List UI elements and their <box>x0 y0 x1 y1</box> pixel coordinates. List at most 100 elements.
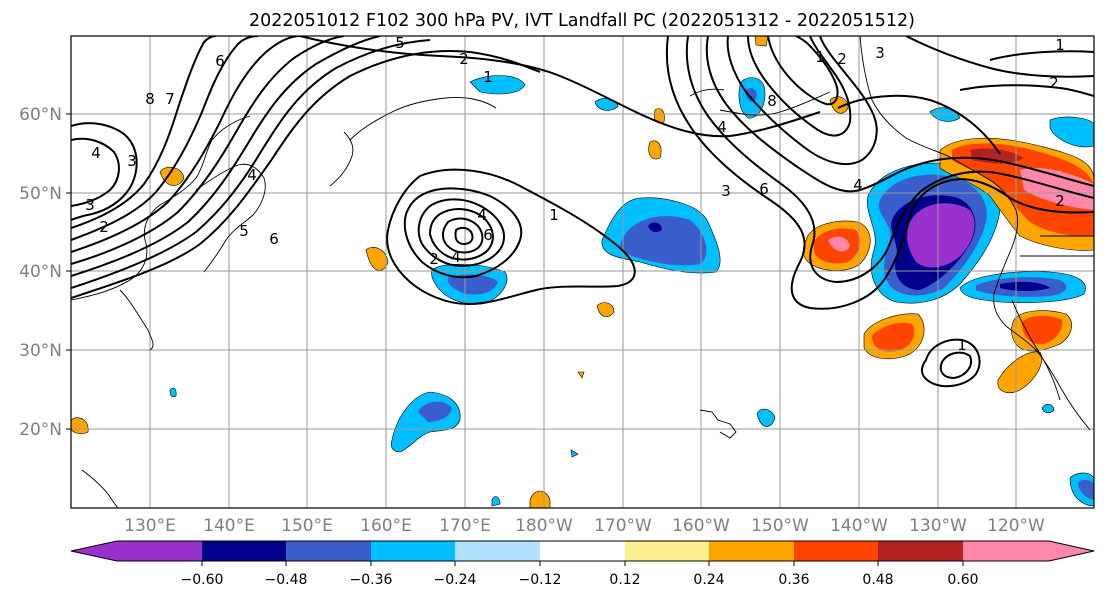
contour-label: 1 <box>483 68 493 86</box>
anomaly-patch <box>491 496 501 507</box>
colorbar: −0.60 −0.48 −0.36 −0.24 −0.12 0.12 0.24 … <box>70 540 1095 588</box>
latitude-axis: 60°N 50°N 40°N 30°N 20°N <box>19 105 71 440</box>
contour-label: 6 <box>483 226 493 244</box>
colorbar-outline <box>70 540 1095 562</box>
anomaly-patch <box>620 216 707 266</box>
colorbar-segment <box>794 541 879 561</box>
colorbar-tick-label: 0.12 <box>609 572 640 588</box>
contour-label: 3 <box>721 182 731 200</box>
graticule <box>71 36 1094 508</box>
longitude-tick-label: 130°E <box>124 516 176 536</box>
longitude-tick-label: 140°E <box>203 516 255 536</box>
map-panel <box>70 35 1095 509</box>
colorbar-segment <box>455 541 540 561</box>
anomaly-patch <box>596 302 615 318</box>
colorbar-tick-label: −0.36 <box>350 572 393 588</box>
latitude-tick-label: 30°N <box>19 341 62 361</box>
contour-label: 5 <box>239 222 249 240</box>
longitude-tick-label: 170°E <box>439 516 491 536</box>
colorbar-segment <box>963 541 1049 561</box>
contour-label: 5 <box>395 34 405 52</box>
colorbar-segment <box>202 541 287 561</box>
longitude-tick-label: 170°W <box>594 516 652 536</box>
contour-label: 4 <box>91 144 101 162</box>
anomaly-patch <box>648 140 662 160</box>
contour-label-layer: 5 2 1 6 8 7 4 3 2 3 4 5 6 4 6 1 2 4 4 3 … <box>85 34 1065 354</box>
colorbar-segment <box>371 541 456 561</box>
anomaly-patch <box>1041 404 1055 414</box>
colorbar-segment <box>709 541 794 561</box>
colorbar-segment <box>71 541 117 561</box>
anomaly-patch <box>1022 315 1063 345</box>
anomaly-patch <box>745 88 757 102</box>
colorbar-tick-label: −0.60 <box>181 572 224 588</box>
longitude-axis: 130°E 140°E 150°E 160°E 170°E 180°W 170°… <box>124 516 1045 536</box>
colorbar-tick-label: 0.48 <box>862 572 893 588</box>
contour-label: 4 <box>477 206 487 224</box>
anomaly-patch <box>1049 116 1094 148</box>
anomaly-patch <box>754 36 769 47</box>
figure-title: 2022051012 F102 300 hPa PV, IVT Landfall… <box>249 11 915 31</box>
colorbar-segment <box>878 541 963 561</box>
anomaly-patch <box>159 166 185 186</box>
colorbar-tick-label: −0.12 <box>519 572 562 588</box>
contour-label: 3 <box>85 196 95 214</box>
longitude-tick-label: 150°W <box>751 516 809 536</box>
anomaly-patch <box>907 203 975 268</box>
latitude-tick-label: 20°N <box>19 420 62 440</box>
longitude-tick-label: 150°E <box>281 516 333 536</box>
latitude-tick-label: 40°N <box>19 262 62 282</box>
contour-label: 2 <box>1049 74 1059 92</box>
colorbar-segment <box>625 541 710 561</box>
anomaly-patch <box>1000 281 1050 291</box>
contour-label: 2 <box>837 50 847 68</box>
contour-label: 4 <box>853 176 863 194</box>
colorbar-tick-label: −0.48 <box>265 572 308 588</box>
contour-label: 6 <box>269 230 279 248</box>
contour-label: 1 <box>1055 36 1065 54</box>
latitude-tick-label: 60°N <box>19 105 62 125</box>
anomaly-patch <box>952 143 1094 237</box>
contour-label: 2 <box>99 218 109 236</box>
contour-label: 3 <box>875 44 885 62</box>
anomaly-patch <box>418 401 452 422</box>
longitude-tick-label: 140°W <box>830 516 888 536</box>
contour-label: 6 <box>215 52 225 70</box>
coastlines <box>71 36 1094 508</box>
longitude-tick-label: 120°W <box>987 516 1045 536</box>
anomaly-patch <box>828 236 850 252</box>
contour-label: 1 <box>815 48 825 66</box>
anomaly-patch <box>365 247 389 271</box>
colorbar-segment <box>286 541 371 561</box>
contour-label: 1 <box>957 336 967 354</box>
longitude-tick-label: 160°E <box>360 516 412 536</box>
anomaly-patch <box>577 371 585 379</box>
longitude-tick-label: 180°W <box>515 516 573 536</box>
anomaly-patch <box>648 222 662 233</box>
longitude-tick-label: 130°W <box>909 516 967 536</box>
colorbar-tick-label: 0.60 <box>947 572 978 588</box>
anomaly-patch <box>872 322 915 352</box>
colorbar-segment <box>1049 541 1094 561</box>
contour-label: 4 <box>451 248 461 266</box>
contour-label: 3 <box>127 152 137 170</box>
longitude-tick-label: 160°W <box>672 516 730 536</box>
colorbar-segment <box>540 541 625 561</box>
anomaly-patch <box>71 417 89 434</box>
anomaly-patch <box>970 148 1024 164</box>
anomaly-patch <box>653 108 665 124</box>
anomaly-patch <box>169 387 177 398</box>
contour-label: 4 <box>717 118 727 136</box>
contour-label: 8 <box>767 92 777 110</box>
anomaly-patch <box>570 449 579 458</box>
anomaly-patch <box>469 75 526 95</box>
anomaly-patch <box>756 408 776 427</box>
contour-label: 6 <box>759 180 769 198</box>
latitude-tick-label: 50°N <box>19 184 62 204</box>
contour-label: 2 <box>429 250 439 268</box>
contour-label: 2 <box>1055 192 1065 210</box>
contour-label: 1 <box>549 206 559 224</box>
contour-label: 2 <box>459 50 469 68</box>
contour-label: 7 <box>165 90 175 108</box>
